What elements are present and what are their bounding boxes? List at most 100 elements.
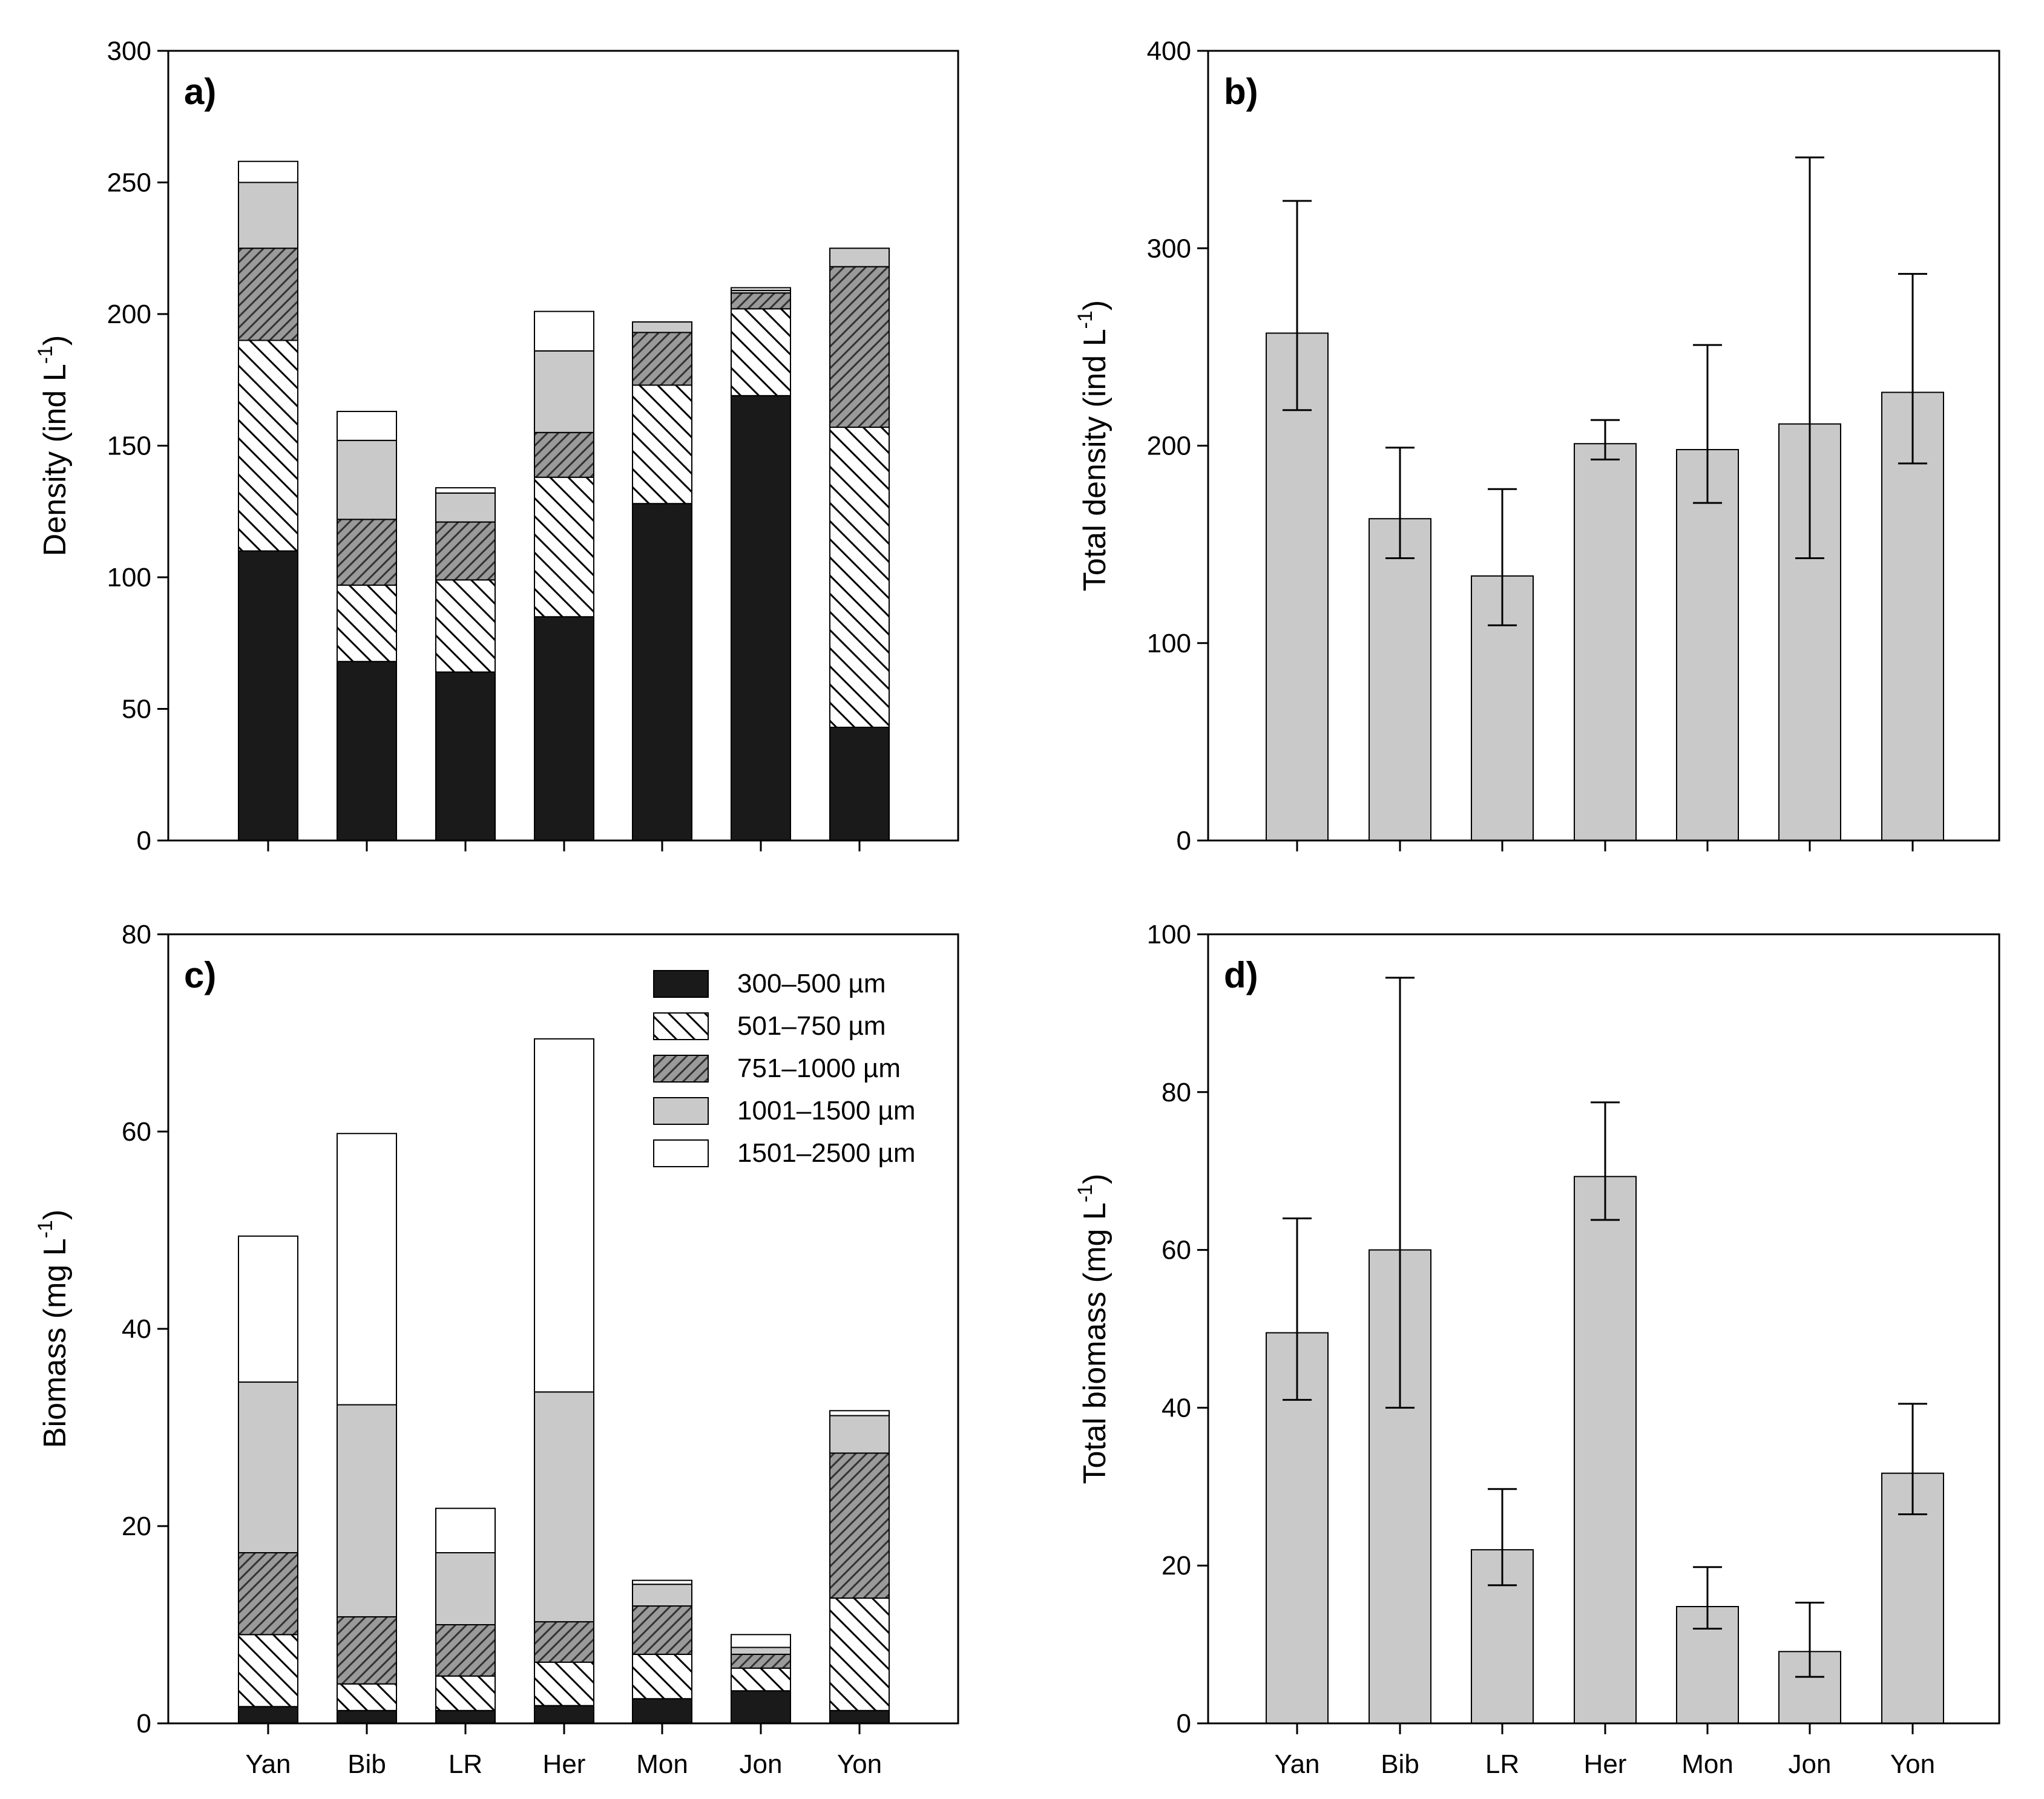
bar-her-segment-4 [534,350,594,433]
bar-yon-segment-3 [829,266,890,428]
bar-yan-segment-1 [238,1706,298,1725]
bar-bib-segment-2 [337,585,397,663]
y-axis-title: Total density (ind L-1) [1074,300,1112,591]
x-tick-label: Her [543,1749,586,1779]
bar-jon-segment-2 [731,1667,791,1692]
y-tick-label: 200 [1147,431,1191,461]
bar-bib [1369,518,1431,841]
y-axis-title-superscript: -1 [34,346,57,364]
y-tick-label: 0 [1177,826,1191,856]
bar-mon-segment-3 [632,1605,692,1655]
plot-frame [1207,933,2000,1725]
bar-mon [1676,449,1739,841]
bar-yan-segment-1 [238,550,298,841]
y-tick-label: 100 [1147,629,1191,658]
y-axis-title-end: ) [1077,300,1112,310]
bar-yon-segment-3 [829,1452,890,1599]
bar-mon-segment-4 [632,1584,692,1607]
bar-bib-segment-2 [337,1683,397,1711]
y-axis-title-end: ) [1077,1174,1112,1184]
bar-bib-segment-1 [337,661,397,841]
bar-mon-segment-1 [632,1698,692,1724]
bar-yan [1266,332,1329,841]
bar-jon-segment-1 [731,1690,791,1724]
y-tick-label: 40 [122,1314,151,1344]
bar-jon-segment-3 [731,1653,791,1669]
bar-jon-segment-3 [731,292,791,310]
panel-label: c) [184,955,216,995]
bar-lr-segment-1 [435,671,496,841]
x-tick-label: Bib [347,1749,386,1779]
bar-yon-segment-5 [829,1410,890,1417]
bar-bib-segment-5 [337,1133,397,1406]
bar-her [1574,1176,1637,1724]
x-tick-label: Mon [636,1749,688,1779]
bar-yan-segment-3 [238,247,298,341]
bar-mon-segment-4 [632,321,692,333]
y-tick-label: 20 [122,1512,151,1541]
legend-swatch-3 [653,1055,709,1083]
y-tick-label: 0 [137,826,151,856]
y-tick-label: 60 [122,1117,151,1147]
bar-jon-segment-5 [731,1634,791,1648]
bar-lr-segment-5 [435,1507,496,1554]
y-tick-label: 100 [1147,920,1191,949]
y-axis-title-superscript: -1 [1074,1184,1097,1202]
bar-lr-segment-4 [435,1552,496,1626]
y-tick-label: 40 [1162,1393,1191,1423]
y-axis-title-main: Biomass (mg L [38,1238,73,1448]
y-axis-title-main: Total density (ind L [1077,329,1112,591]
y-axis-title-superscript: -1 [1074,310,1097,329]
bar-yon-segment-1 [829,726,890,841]
x-tick-label: Bib [1381,1749,1419,1779]
legend-label-1: 300–500 µm [737,969,886,998]
bar-jon-segment-5 [731,287,791,291]
legend-swatch-1 [653,970,709,998]
bar-mon-segment-1 [632,503,692,841]
bar-yon-segment-2 [829,1597,890,1711]
bar-yon-segment-2 [829,427,890,728]
y-tick-label: 80 [1162,1078,1191,1107]
legend: 300–500 µm 501–750 µm 751–1000 µm 1001–1500… [653,969,915,1168]
bar-lr-segment-2 [435,579,496,673]
legend-label-2: 501–750 µm [737,1011,886,1041]
y-tick-label: 300 [1147,234,1191,263]
y-axis-title-main: Total biomass (mg L [1077,1202,1112,1484]
bar-her-segment-3 [534,1621,594,1663]
y-axis-title: Total biomass (mg L-1) [1074,1174,1112,1484]
y-tick-label: 0 [1177,1709,1191,1738]
bar-yan-segment-4 [238,1381,298,1554]
bar-lr-segment-3 [435,1624,496,1677]
bar-jon-segment-4 [731,1647,791,1655]
y-tick-label: 100 [107,563,151,592]
x-tick-label: Jon [740,1749,783,1779]
bar-jon-segment-1 [731,395,791,841]
panel-label: d) [1224,955,1258,995]
bar-yon-segment-1 [829,1709,890,1725]
y-tick-label: 50 [122,695,151,724]
bar-her-segment-1 [534,1705,594,1724]
legend-swatch-5 [653,1139,709,1167]
bar-yan-segment-4 [238,182,298,249]
y-tick-label: 300 [107,36,151,66]
bar-yan-segment-5 [238,1235,298,1383]
bar-her-segment-2 [534,476,594,618]
y-tick-label: 200 [107,300,151,329]
y-tick-label: 400 [1147,36,1191,66]
x-tick-label: Jon [1789,1749,1832,1779]
panel-label: a) [184,71,216,112]
bar-bib-segment-1 [337,1709,397,1725]
y-axis-title: Biomass (mg L-1) [34,1210,73,1448]
x-tick-label: Her [1584,1749,1627,1779]
bar-her-segment-1 [534,616,594,841]
bar-her-segment-2 [534,1661,594,1706]
bar-bib-segment-5 [337,410,397,441]
bar-yan-segment-3 [238,1552,298,1636]
bar-yon [1881,392,1944,841]
bar-her-segment-3 [534,431,594,478]
y-axis-title-end: ) [38,335,73,346]
bar-yan-segment-5 [238,160,298,183]
x-tick-label: LR [1485,1749,1519,1779]
panel-d: 0 20 40 60 80 100 Yan Bib LR Her Mon Jon Yon d) Total … [1074,920,2000,1779]
